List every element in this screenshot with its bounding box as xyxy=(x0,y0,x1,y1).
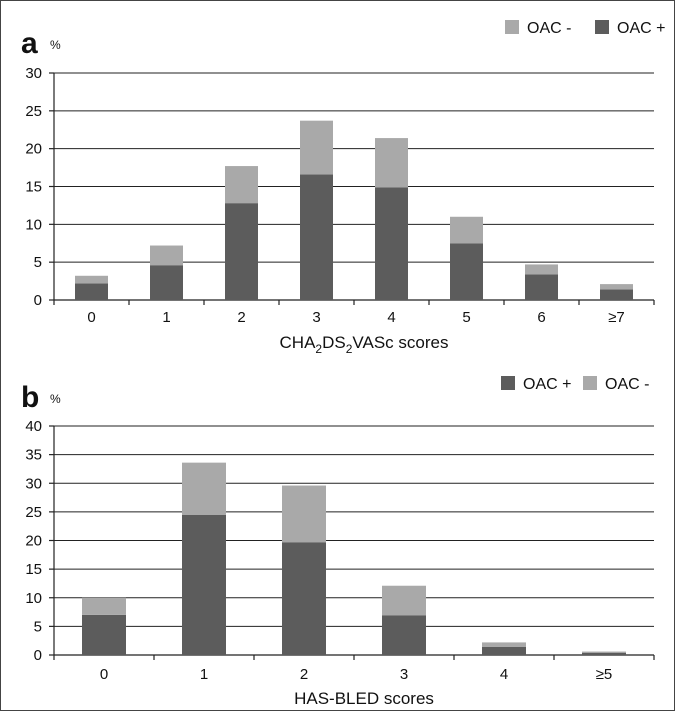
bar-oac-minus xyxy=(482,642,526,647)
bar-oac-plus xyxy=(482,647,526,655)
x-tick-label: ≥7 xyxy=(608,309,625,326)
y-tick-label: 35 xyxy=(25,447,42,464)
bar-oac-plus xyxy=(525,274,558,300)
bar-oac-plus xyxy=(300,174,333,300)
bar-oac-plus xyxy=(150,265,183,300)
y-tick-label: 0 xyxy=(34,292,42,309)
x-tick-label: 0 xyxy=(100,666,108,683)
y-unit-label: % xyxy=(50,38,61,52)
legend-label-oac-minus: OAC - xyxy=(605,376,649,393)
x-tick-label: 1 xyxy=(200,666,208,683)
panel-label: b xyxy=(21,381,39,414)
x-axis-label: CHA2DS2VASc scores xyxy=(280,333,449,353)
y-tick-label: 5 xyxy=(34,618,42,635)
x-tick-label: 3 xyxy=(400,666,408,683)
legend-label-oac-plus: OAC + xyxy=(617,20,665,37)
y-tick-label: 15 xyxy=(25,179,42,196)
chart-panel-a: a % 0 5 10 15 20 25 30 0 1 2 3 4 5 6 ≥7 CHA2DS2VASc score… xyxy=(1,1,674,353)
x-tick-label: 4 xyxy=(500,666,508,683)
x-tick-label: ≥5 xyxy=(596,666,613,683)
bar-oac-minus xyxy=(225,166,258,203)
x-tick-label: 2 xyxy=(300,666,308,683)
bar-oac-minus xyxy=(182,463,226,515)
bar-oac-minus xyxy=(375,138,408,187)
bar-oac-minus xyxy=(450,217,483,243)
y-tick-label: 10 xyxy=(25,590,42,607)
x-tick-label: 2 xyxy=(237,309,245,326)
legend-swatch-oac-minus xyxy=(505,20,519,34)
bar-oac-plus xyxy=(75,283,108,300)
y-tick-label: 5 xyxy=(34,254,42,271)
bar-oac-minus xyxy=(582,652,626,653)
chart-panel-b: b % 0 5 10 15 20 25 30 35 40 0 1 2 3 4 ≥5 HAS-BLED scores… xyxy=(1,353,674,711)
x-axis-label: HAS-BLED scores xyxy=(294,689,434,708)
bar-oac-minus xyxy=(150,246,183,266)
y-tick-label: 30 xyxy=(25,475,42,492)
legend-label-oac-minus: OAC - xyxy=(527,20,571,37)
bar-oac-minus xyxy=(382,586,426,616)
bar-oac-minus xyxy=(75,276,108,284)
x-tick-label: 0 xyxy=(87,309,95,326)
bar-oac-minus xyxy=(300,121,333,175)
bar-oac-plus xyxy=(82,615,126,655)
y-tick-label: 30 xyxy=(25,65,42,82)
y-tick-label: 10 xyxy=(25,216,42,233)
bar-oac-minus xyxy=(282,486,326,543)
legend-swatch-oac-minus xyxy=(583,376,597,390)
legend-label-oac-plus: OAC + xyxy=(523,376,571,393)
bar-oac-plus xyxy=(582,653,626,655)
x-tick-label: 5 xyxy=(462,309,470,326)
bar-oac-plus xyxy=(282,542,326,655)
y-tick-label: 40 xyxy=(25,418,42,435)
legend-swatch-oac-plus xyxy=(501,376,515,390)
y-unit-label: % xyxy=(50,392,61,406)
y-tick-label: 25 xyxy=(25,103,42,120)
y-tick-label: 15 xyxy=(25,561,42,578)
bar-oac-plus xyxy=(182,515,226,655)
panel-label: a xyxy=(21,27,38,60)
bar-oac-minus xyxy=(525,264,558,274)
bar-oac-plus xyxy=(225,203,258,300)
bar-oac-minus xyxy=(82,598,126,615)
y-tick-label: 20 xyxy=(25,533,42,550)
x-tick-label: 6 xyxy=(537,309,545,326)
bar-oac-plus xyxy=(375,187,408,300)
x-tick-label: 3 xyxy=(312,309,320,326)
bar-oac-minus xyxy=(600,284,633,289)
y-tick-label: 25 xyxy=(25,504,42,521)
x-tick-label: 1 xyxy=(162,309,170,326)
bar-oac-plus xyxy=(382,615,426,655)
x-tick-label: 4 xyxy=(387,309,395,326)
y-tick-label: 20 xyxy=(25,141,42,158)
y-tick-label: 0 xyxy=(34,647,42,664)
legend-swatch-oac-plus xyxy=(595,20,609,34)
bar-oac-plus xyxy=(450,243,483,300)
bar-oac-plus xyxy=(600,289,633,300)
